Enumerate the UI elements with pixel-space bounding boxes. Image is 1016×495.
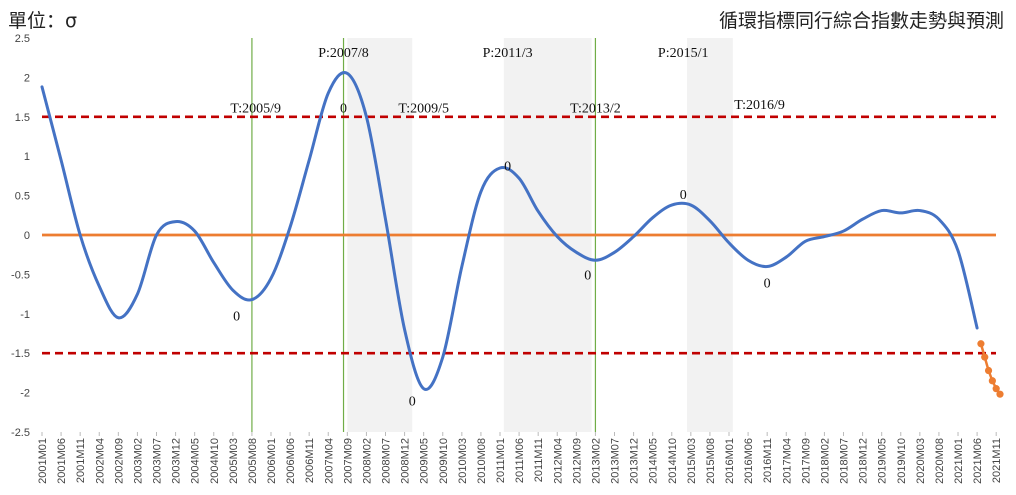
y-tick-label: 0.5 [15,191,30,203]
x-tick-label: 2016M01 [724,438,736,484]
annotation-label: T:2013/2 [570,101,621,116]
x-tick-label: 2020M03 [915,438,927,484]
x-tick-label: 2003M02 [132,438,144,484]
x-tick-label: 2001M01 [37,438,49,484]
x-tick-label: 2012M04 [552,438,564,484]
x-tick-label: 2021M01 [953,438,965,484]
annotation-label: T:2005/9 [230,101,281,116]
y-tick-label: 2.5 [15,33,30,45]
y-tick-label: -2 [20,388,30,400]
forecast-point [992,385,1000,393]
x-tick-label: 2001M11 [75,438,87,483]
annotation-label: 0 [584,268,591,283]
annotation-label: P:2011/3 [483,46,533,61]
annotation-label: 0 [409,394,416,409]
x-tick-label: 2019M10 [896,438,908,484]
x-tick-label: 2021M06 [972,438,984,484]
x-tick-label: 2007M04 [323,438,335,484]
x-tick-label: 2016M06 [743,438,755,484]
x-tick-label: 2021M11 [991,438,1003,483]
y-tick-label: -1.5 [11,348,30,360]
y-tick-label: 0 [24,230,30,242]
annotation-label: 0 [764,276,771,291]
x-tick-label: 2008M02 [361,438,373,484]
x-tick-label: 2014M10 [667,438,679,484]
forecast-point [984,366,993,375]
x-tick-label: 2008M07 [381,438,393,484]
x-tick-label: 2007M09 [342,438,354,484]
annotation-label: 0 [680,188,687,203]
annotation-label: P:2007/8 [318,46,369,61]
x-tick-label: 2006M11 [304,438,316,483]
forecast-point [977,340,985,348]
x-tick-label: 2006M01 [266,438,278,484]
x-tick-label: 2018M07 [839,438,851,484]
x-tick-label: 2015M03 [686,438,698,484]
x-tick-label: 2015M08 [705,438,717,484]
x-tick-label: 2019M05 [877,438,889,484]
x-tick-label: 2018M12 [858,438,870,484]
x-tick-label: 2010M03 [457,438,469,484]
x-tick-label: 2003M07 [152,438,164,484]
forecast-point [996,390,1004,398]
x-tick-label: 2004M10 [209,438,221,484]
x-tick-label: 2013M07 [610,438,622,484]
x-tick-label: 2009M10 [438,438,450,484]
x-tick-label: 2003M12 [171,438,183,484]
x-tick-label: 2005M08 [247,438,259,484]
y-tick-label: -1 [20,309,30,321]
chart-title: 循環指標同行綜合指數走勢與預測 [718,10,1004,32]
x-tick-label: 2011M01 [495,438,507,483]
x-tick-label: 2016M11 [762,438,774,483]
x-tick-label: 2020M08 [934,438,946,484]
x-tick-label: 2014M05 [648,438,660,484]
x-tick-label: 2006M06 [285,438,297,484]
x-tick-label: 2013M02 [590,438,602,484]
x-tick-label: 2001M06 [56,438,68,484]
x-tick-label: 2004M05 [190,438,202,484]
x-tick-label: 2009M05 [419,438,431,484]
unit-label: 單位：σ [8,10,78,32]
x-tick-label: 2017M09 [800,438,812,484]
x-tick-label: 2012M09 [571,438,583,484]
annotation-label: T:2016/9 [734,98,785,113]
y-tick-label: -0.5 [11,269,30,281]
x-tick-label: 2010M08 [476,438,488,484]
index-line [40,71,979,391]
annotation-label: 0 [340,101,347,116]
x-tick-label: 2002M04 [94,438,106,484]
annotation-label: 0 [504,160,511,175]
y-tick-label: 1.5 [15,112,30,124]
x-tick-label: 2008M12 [400,438,412,484]
x-tick-label: 2005M03 [228,438,240,484]
x-tick-label: 2002M09 [113,438,125,484]
annotation-label: P:2015/1 [658,46,709,61]
x-tick-label: 2011M06 [514,438,526,483]
x-tick-label: 2013M12 [629,438,641,484]
y-tick-label: 2 [24,72,30,84]
x-tick-label: 2018M02 [819,438,831,484]
x-tick-label: 2011M11 [533,438,545,482]
y-tick-label: 1 [24,151,30,163]
forecast-point [981,353,989,361]
y-tick-label: -2.5 [11,427,30,439]
annotation-label: T:2009/5 [398,101,449,116]
forecast-point [988,377,996,385]
x-tick-label: 2017M04 [781,438,793,484]
annotation-label: 0 [233,309,240,324]
